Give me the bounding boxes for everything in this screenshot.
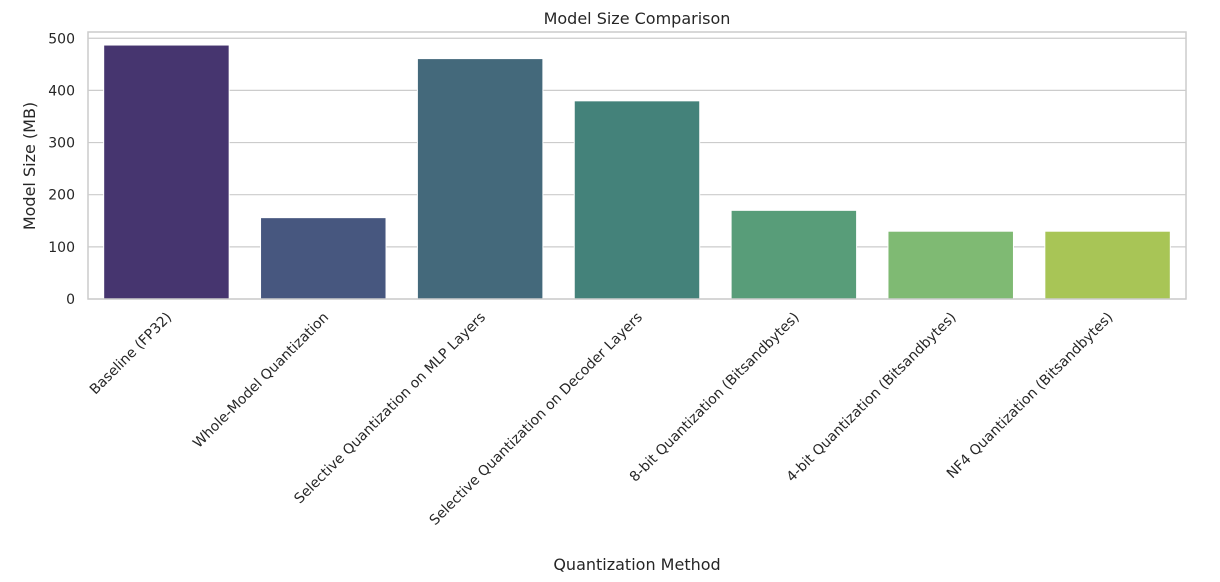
- x-tick-labels: Baseline (FP32) Whole-Model QuantizationS…: [87, 310, 1117, 529]
- x-tick-label: Baseline (FP32): [87, 310, 175, 398]
- x-tick-label: Selective Quantization on MLP Layers: [291, 310, 489, 508]
- bar: [103, 44, 230, 300]
- x-tick-label: NF4 Quantization (Bitsandbytes): [944, 310, 1116, 482]
- bars: [103, 44, 1171, 300]
- bar: [730, 209, 858, 300]
- y-tick-label: 500: [48, 31, 75, 47]
- y-tick-label: 100: [48, 240, 75, 256]
- y-axis-label: Model Size (MB): [20, 102, 39, 230]
- x-tick-label: 8-bit Quantization (Bitsandbytes): [627, 310, 803, 486]
- y-tick-label: 200: [48, 188, 75, 204]
- x-axis-label: Quantization Method: [553, 555, 720, 574]
- y-tick-label: 400: [48, 83, 75, 99]
- bar: [887, 230, 1014, 300]
- bar: [416, 58, 544, 300]
- bar: [573, 100, 701, 300]
- y-tick-label: 0: [66, 292, 75, 308]
- y-tick-labels: 0 100 200 300 400 500: [48, 31, 75, 308]
- bar: [260, 217, 387, 300]
- bar: [1044, 230, 1171, 300]
- plot-frame: [87, 31, 1187, 300]
- y-tick-label: 300: [48, 136, 75, 152]
- chart-title: Model Size Comparison: [544, 9, 731, 28]
- x-tick-label: Whole-Model Quantization: [190, 310, 332, 452]
- x-tick-label: 4-bit Quantization (Bitsandbytes): [784, 310, 960, 486]
